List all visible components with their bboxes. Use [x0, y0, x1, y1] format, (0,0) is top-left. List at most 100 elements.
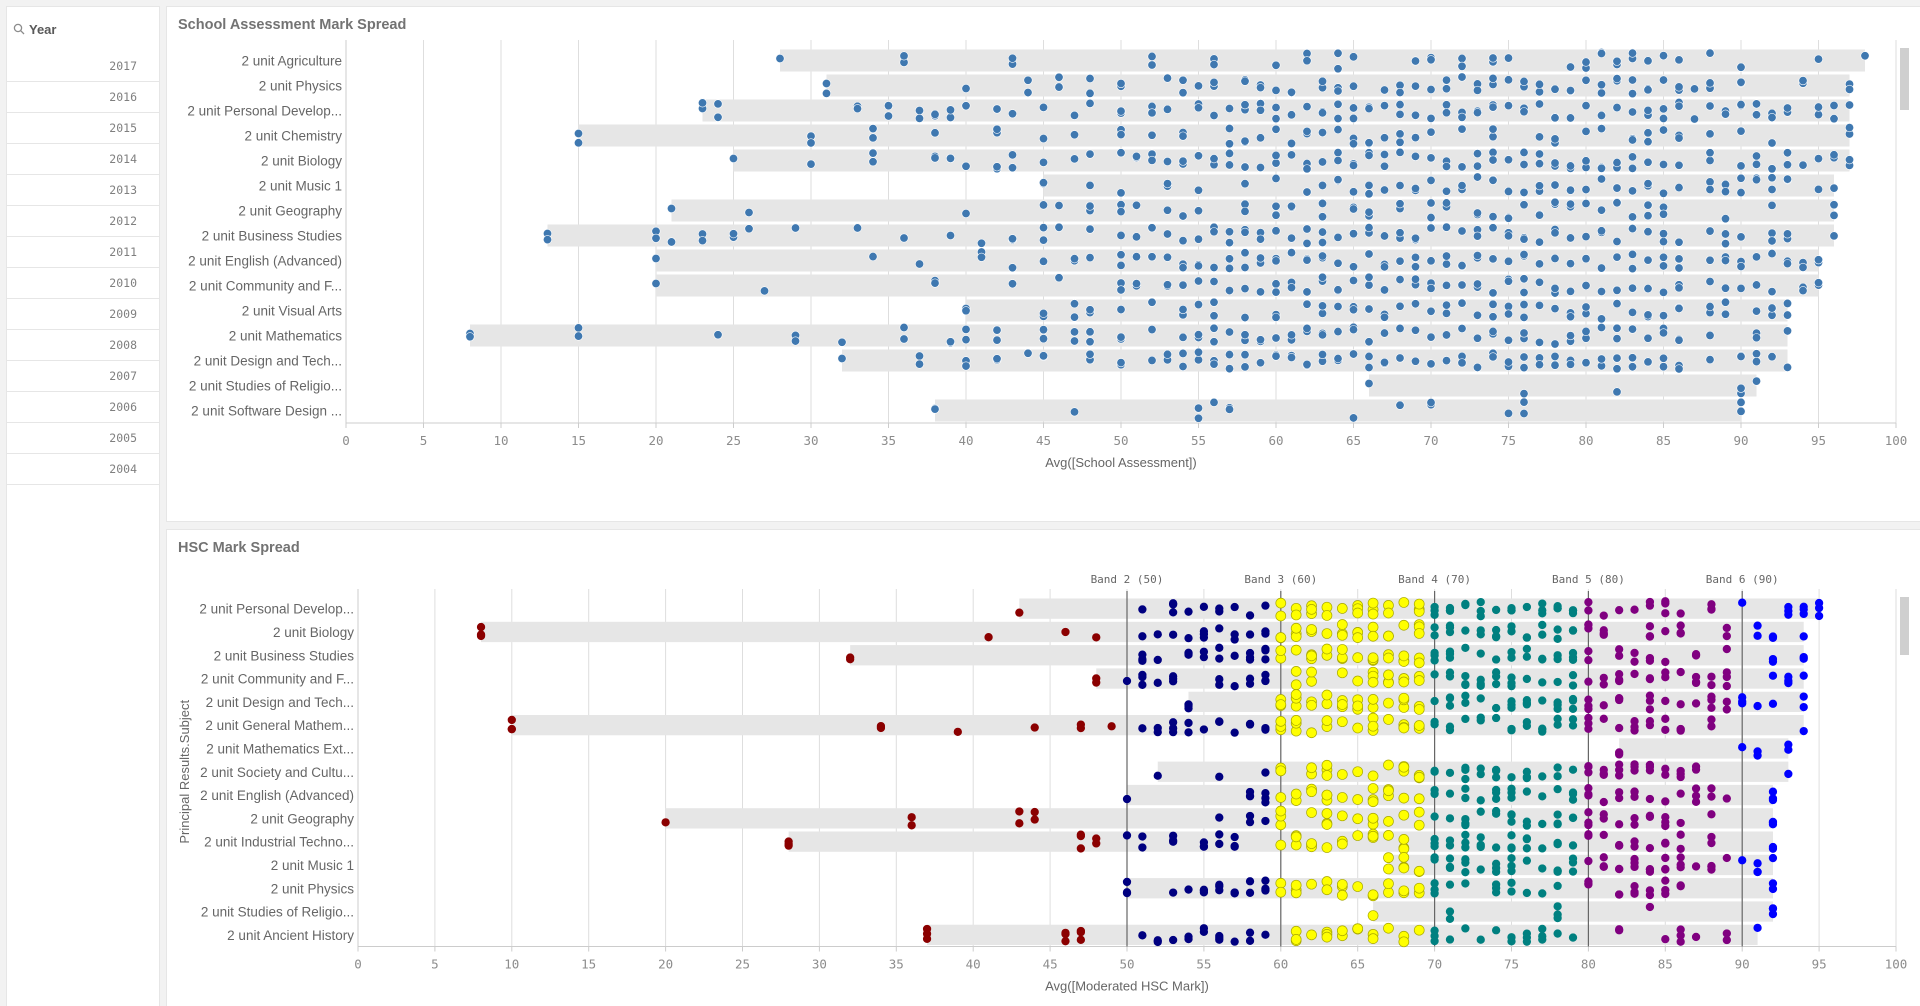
data-point[interactable] — [1367, 796, 1379, 808]
y-category-label[interactable]: 2 unit Studies of Religio... — [189, 379, 342, 394]
data-point[interactable] — [1705, 355, 1715, 365]
data-point[interactable] — [1538, 696, 1547, 705]
data-point[interactable] — [852, 104, 862, 114]
data-point[interactable] — [1321, 610, 1333, 621]
data-point[interactable] — [992, 162, 1002, 172]
data-point[interactable] — [1784, 606, 1793, 616]
data-point[interactable] — [1215, 624, 1224, 633]
data-point[interactable] — [1752, 252, 1762, 262]
data-point[interactable] — [1333, 64, 1343, 74]
data-point[interactable] — [1147, 252, 1157, 262]
data-point[interactable] — [1318, 157, 1328, 167]
data-point[interactable] — [1225, 350, 1235, 360]
y-category-label[interactable]: 2 unit English (Advanced) — [188, 254, 342, 269]
data-point[interactable] — [1814, 110, 1824, 120]
y-category-label[interactable]: 2 unit Agriculture — [241, 54, 342, 69]
data-point[interactable] — [1209, 263, 1219, 273]
data-point[interactable] — [1768, 844, 1778, 853]
y-category-label[interactable]: 2 unit Music 1 — [271, 858, 354, 873]
data-point[interactable] — [1275, 886, 1287, 898]
data-point[interactable] — [1736, 161, 1746, 171]
data-point[interactable] — [1674, 303, 1684, 313]
data-point[interactable] — [1767, 228, 1777, 238]
data-point[interactable] — [1612, 334, 1622, 344]
data-point[interactable] — [1445, 907, 1455, 916]
data-point[interactable] — [1271, 150, 1281, 160]
data-point[interactable] — [1721, 109, 1731, 119]
data-point[interactable] — [1318, 198, 1328, 208]
data-point[interactable] — [1030, 807, 1039, 817]
data-point[interactable] — [1705, 101, 1715, 111]
data-point[interactable] — [1240, 100, 1250, 110]
data-point[interactable] — [1504, 309, 1514, 319]
data-point[interactable] — [1240, 330, 1250, 340]
data-point[interactable] — [1519, 76, 1529, 86]
data-point[interactable] — [1209, 359, 1219, 369]
data-point[interactable] — [1290, 689, 1302, 700]
data-point[interactable] — [1566, 331, 1576, 341]
data-point[interactable] — [1722, 623, 1731, 633]
vertical-scrollbar[interactable] — [1900, 48, 1909, 110]
data-point[interactable] — [1845, 84, 1855, 94]
data-point[interactable] — [1707, 604, 1716, 613]
data-point[interactable] — [1194, 234, 1204, 244]
data-point[interactable] — [1318, 350, 1328, 360]
data-point[interactable] — [1256, 335, 1266, 345]
data-point[interactable] — [1491, 703, 1501, 713]
data-point[interactable] — [1659, 328, 1669, 338]
data-point[interactable] — [1138, 843, 1147, 852]
data-point[interactable] — [1519, 389, 1529, 399]
data-point[interactable] — [1321, 819, 1333, 830]
data-point[interactable] — [1199, 647, 1209, 656]
data-point[interactable] — [899, 51, 909, 61]
y-category-label[interactable]: 2 unit Personal Develop... — [199, 602, 354, 617]
data-point[interactable] — [1380, 262, 1390, 272]
data-point[interactable] — [1442, 300, 1452, 310]
data-point[interactable] — [1473, 149, 1483, 159]
data-point[interactable] — [821, 88, 831, 98]
data-point[interactable] — [1643, 333, 1653, 343]
data-point[interactable] — [1553, 910, 1562, 919]
data-point[interactable] — [1612, 74, 1622, 84]
data-point[interactable] — [1194, 276, 1204, 286]
data-point[interactable] — [1230, 841, 1239, 851]
data-point[interactable] — [1659, 237, 1669, 247]
data-point[interactable] — [1691, 862, 1701, 871]
data-point[interactable] — [1306, 786, 1317, 798]
data-point[interactable] — [1476, 694, 1485, 703]
data-point[interactable] — [790, 223, 800, 233]
data-point[interactable] — [1364, 138, 1374, 148]
data-point[interactable] — [1753, 621, 1762, 630]
data-point[interactable] — [1522, 834, 1532, 844]
data-point[interactable] — [1367, 652, 1379, 664]
data-point[interactable] — [1473, 310, 1483, 320]
data-point[interactable] — [1131, 279, 1141, 289]
data-point[interactable] — [1584, 784, 1593, 793]
data-point[interactable] — [1550, 180, 1560, 190]
data-point[interactable] — [1225, 364, 1235, 374]
data-point[interactable] — [1814, 603, 1824, 613]
data-point[interactable] — [1504, 256, 1514, 266]
data-point[interactable] — [1184, 718, 1193, 728]
data-point[interactable] — [1306, 666, 1317, 678]
data-point[interactable] — [1553, 819, 1562, 828]
data-point[interactable] — [1645, 717, 1655, 726]
data-point[interactable] — [1287, 138, 1297, 148]
data-point[interactable] — [1783, 174, 1793, 184]
data-point[interactable] — [1676, 766, 1685, 776]
data-point[interactable] — [1411, 56, 1421, 66]
data-point[interactable] — [1178, 362, 1188, 372]
data-point[interactable] — [1799, 692, 1808, 701]
data-point[interactable] — [1676, 621, 1685, 630]
data-point[interactable] — [1290, 679, 1302, 691]
data-point[interactable] — [976, 252, 986, 262]
data-point[interactable] — [1507, 887, 1516, 896]
data-point[interactable] — [1491, 794, 1501, 803]
data-point[interactable] — [1240, 313, 1250, 323]
data-point[interactable] — [1413, 628, 1425, 639]
data-point[interactable] — [899, 334, 909, 344]
data-point[interactable] — [1383, 630, 1394, 642]
data-point[interactable] — [846, 653, 855, 662]
data-point[interactable] — [1473, 108, 1483, 118]
data-point[interactable] — [1705, 255, 1715, 265]
